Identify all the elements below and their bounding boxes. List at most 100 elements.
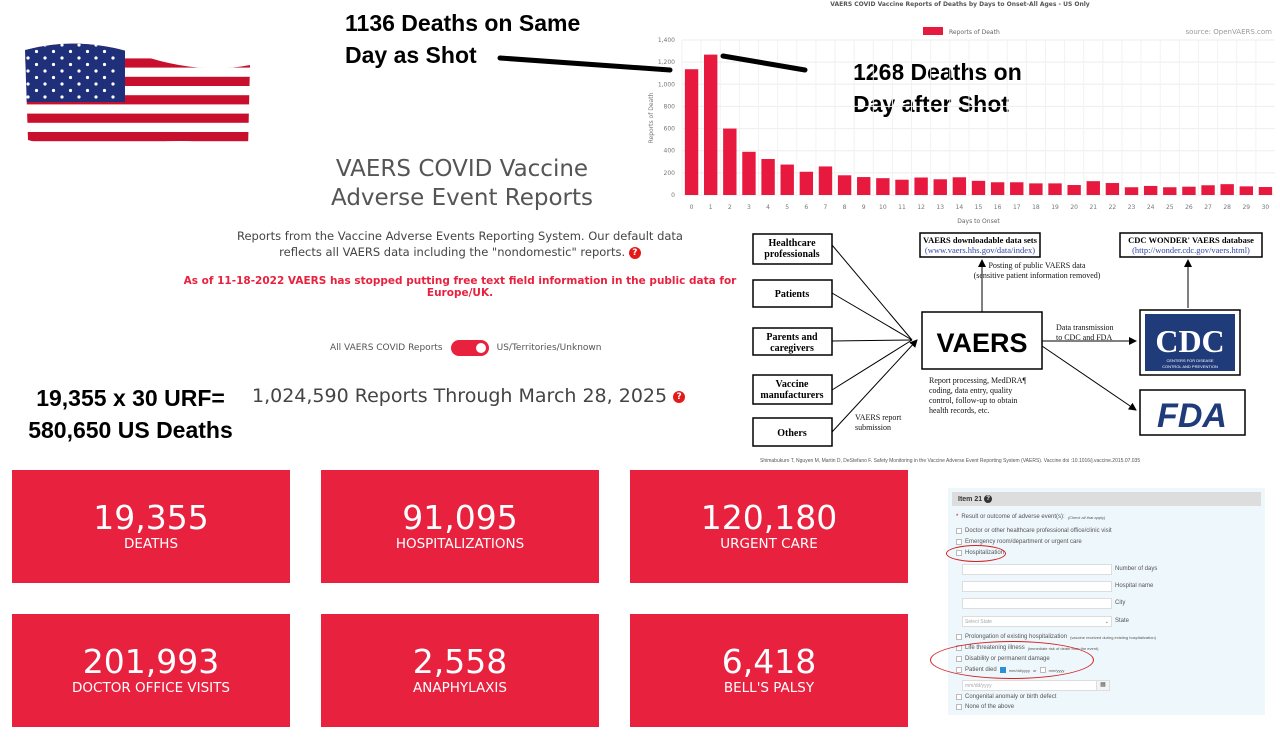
- option-congenital[interactable]: Congenital anomaly or birth defect: [956, 694, 1056, 700]
- stat-value: 120,180: [700, 498, 838, 537]
- hospital-input[interactable]: [962, 581, 1112, 592]
- flag-star: [94, 56, 98, 60]
- stat-value: 2,558: [412, 642, 508, 681]
- bar-day-8[interactable]: [837, 175, 852, 195]
- processing-text: coding, data entry, quality: [929, 386, 1012, 395]
- flag-star: [68, 75, 73, 80]
- page-title: VAERS COVID Vaccine Adverse Event Report…: [262, 155, 662, 213]
- cdc-logo-sub: CENTERS FOR DISEASE: [1166, 358, 1213, 363]
- bar-day-22[interactable]: [1105, 183, 1120, 195]
- days-input[interactable]: [962, 564, 1112, 575]
- stat-card-urgent-care[interactable]: 120,180 Urgent Care: [630, 470, 908, 583]
- flag-star: [43, 95, 47, 99]
- option-prolongation[interactable]: Prolongation of existing hospitalization…: [956, 634, 1156, 640]
- stat-value: 19,355: [93, 498, 209, 537]
- bar-day-25[interactable]: [1163, 187, 1177, 195]
- bar-day-20[interactable]: [1067, 185, 1081, 195]
- x-tick-label: 3: [747, 204, 751, 211]
- x-tick-label: 26: [1185, 204, 1193, 211]
- submission-text: submission: [855, 423, 891, 432]
- stat-value: 6,418: [721, 642, 817, 681]
- bar-day-17[interactable]: [1010, 182, 1024, 195]
- option-label: Congenital anomaly or birth defect: [965, 694, 1057, 700]
- bar-day-9[interactable]: [857, 177, 871, 195]
- select-placeholder: Select State: [965, 619, 992, 625]
- bar-day-23[interactable]: [1124, 187, 1139, 195]
- stat-card-anaphylaxis[interactable]: 2,558 Anaphylaxis: [321, 614, 599, 727]
- stat-card-bells-palsy[interactable]: 6,418 Bell's Palsy: [630, 614, 908, 727]
- y-tick-label: 200: [664, 170, 676, 177]
- checkbox[interactable]: [956, 528, 962, 534]
- bar-day-0[interactable]: [684, 69, 699, 195]
- help-icon[interactable]: ?: [673, 390, 686, 403]
- bar-day-3[interactable]: [742, 151, 756, 195]
- stat-card-doctor-visits[interactable]: 201,993 Doctor Office Visits: [12, 614, 290, 727]
- bar-day-28[interactable]: [1220, 184, 1234, 195]
- x-tick-label: 17: [1013, 204, 1021, 211]
- bar-day-5[interactable]: [780, 164, 794, 195]
- bar-day-15[interactable]: [971, 180, 986, 195]
- bar-day-27[interactable]: [1201, 185, 1215, 195]
- bar-day-30[interactable]: [1258, 187, 1273, 195]
- stat-label: Doctor Office Visits: [72, 680, 230, 696]
- bar-day-16[interactable]: [990, 182, 1005, 195]
- help-icon[interactable]: ?: [984, 495, 993, 503]
- flag-star: [102, 88, 107, 93]
- checkbox[interactable]: [956, 694, 962, 700]
- flag-star: [111, 69, 115, 73]
- bar-day-10[interactable]: [876, 178, 890, 195]
- bar-day-6[interactable]: [799, 171, 814, 195]
- x-tick-label: 18: [1032, 204, 1040, 211]
- bar-day-19[interactable]: [1048, 183, 1062, 195]
- chart-source: source: OpenVAERS.com: [1185, 28, 1272, 36]
- download-link[interactable]: (www.vaers.hhs.gov/data/index): [925, 245, 1035, 255]
- flag-star: [43, 56, 47, 60]
- checkbox[interactable]: [956, 634, 962, 640]
- bar-day-7[interactable]: [818, 166, 833, 195]
- bar-day-26[interactable]: [1182, 186, 1196, 195]
- state-select[interactable]: Select State ⌄: [962, 616, 1112, 627]
- cdc-logo: [1145, 314, 1235, 371]
- source-others: Others: [777, 428, 807, 439]
- option-note: (vaccine received during existing hospit…: [1070, 634, 1156, 640]
- stat-card-deaths[interactable]: 19,355 Deaths: [12, 470, 290, 583]
- stat-label: Deaths: [123, 536, 179, 552]
- flag-star: [26, 56, 30, 60]
- city-input[interactable]: [962, 598, 1112, 609]
- checkbox[interactable]: [956, 704, 962, 710]
- bar-day-21[interactable]: [1086, 181, 1100, 195]
- transmission-text: to CDC and FDA: [1056, 333, 1112, 342]
- processing-text: Report processing, MedDRA¶: [929, 376, 1027, 385]
- bar-day-24[interactable]: [1143, 185, 1158, 195]
- bar-day-11[interactable]: [895, 179, 909, 195]
- option-er[interactable]: Emergency room/department or urgent care: [956, 539, 1082, 545]
- field-label: State: [1115, 618, 1130, 624]
- option-none[interactable]: None of the above: [956, 704, 1014, 710]
- bar-day-4[interactable]: [761, 159, 775, 195]
- help-icon[interactable]: ?: [628, 246, 641, 259]
- bar-day-29[interactable]: [1239, 186, 1254, 195]
- bar-day-1[interactable]: [703, 54, 718, 195]
- download-box-title: VAERS downloadable data sets: [923, 235, 1038, 245]
- flag-star: [68, 49, 73, 54]
- option-doctor[interactable]: Doctor or other healthcare professional …: [956, 528, 1112, 534]
- bar-day-2[interactable]: [723, 128, 737, 195]
- bar-day-14[interactable]: [952, 177, 967, 195]
- bar-day-13[interactable]: [933, 179, 947, 195]
- date-placeholder: mm/dd/yyyy: [965, 683, 992, 689]
- wonder-link[interactable]: (http://wonder.cdc.gov/vaers.html): [1132, 245, 1250, 255]
- flag-star: [26, 95, 30, 99]
- flag-star: [77, 56, 81, 60]
- toggle-knob: [475, 343, 486, 353]
- checkbox[interactable]: [956, 539, 962, 545]
- bar-day-12[interactable]: [914, 177, 928, 195]
- death-date-input[interactable]: mm/dd/yyyy: [962, 680, 1110, 691]
- calendar-icon[interactable]: ▦: [1096, 680, 1110, 691]
- highlight-oval: [946, 545, 1006, 562]
- x-tick-label: 6: [804, 204, 808, 211]
- y-tick-label: 400: [664, 148, 676, 155]
- stat-card-hospitalizations[interactable]: 91,095 Hospitalizations: [321, 470, 599, 583]
- region-toggle[interactable]: [450, 340, 489, 356]
- bar-day-18[interactable]: [1029, 183, 1043, 195]
- stat-value: 201,993: [82, 642, 220, 681]
